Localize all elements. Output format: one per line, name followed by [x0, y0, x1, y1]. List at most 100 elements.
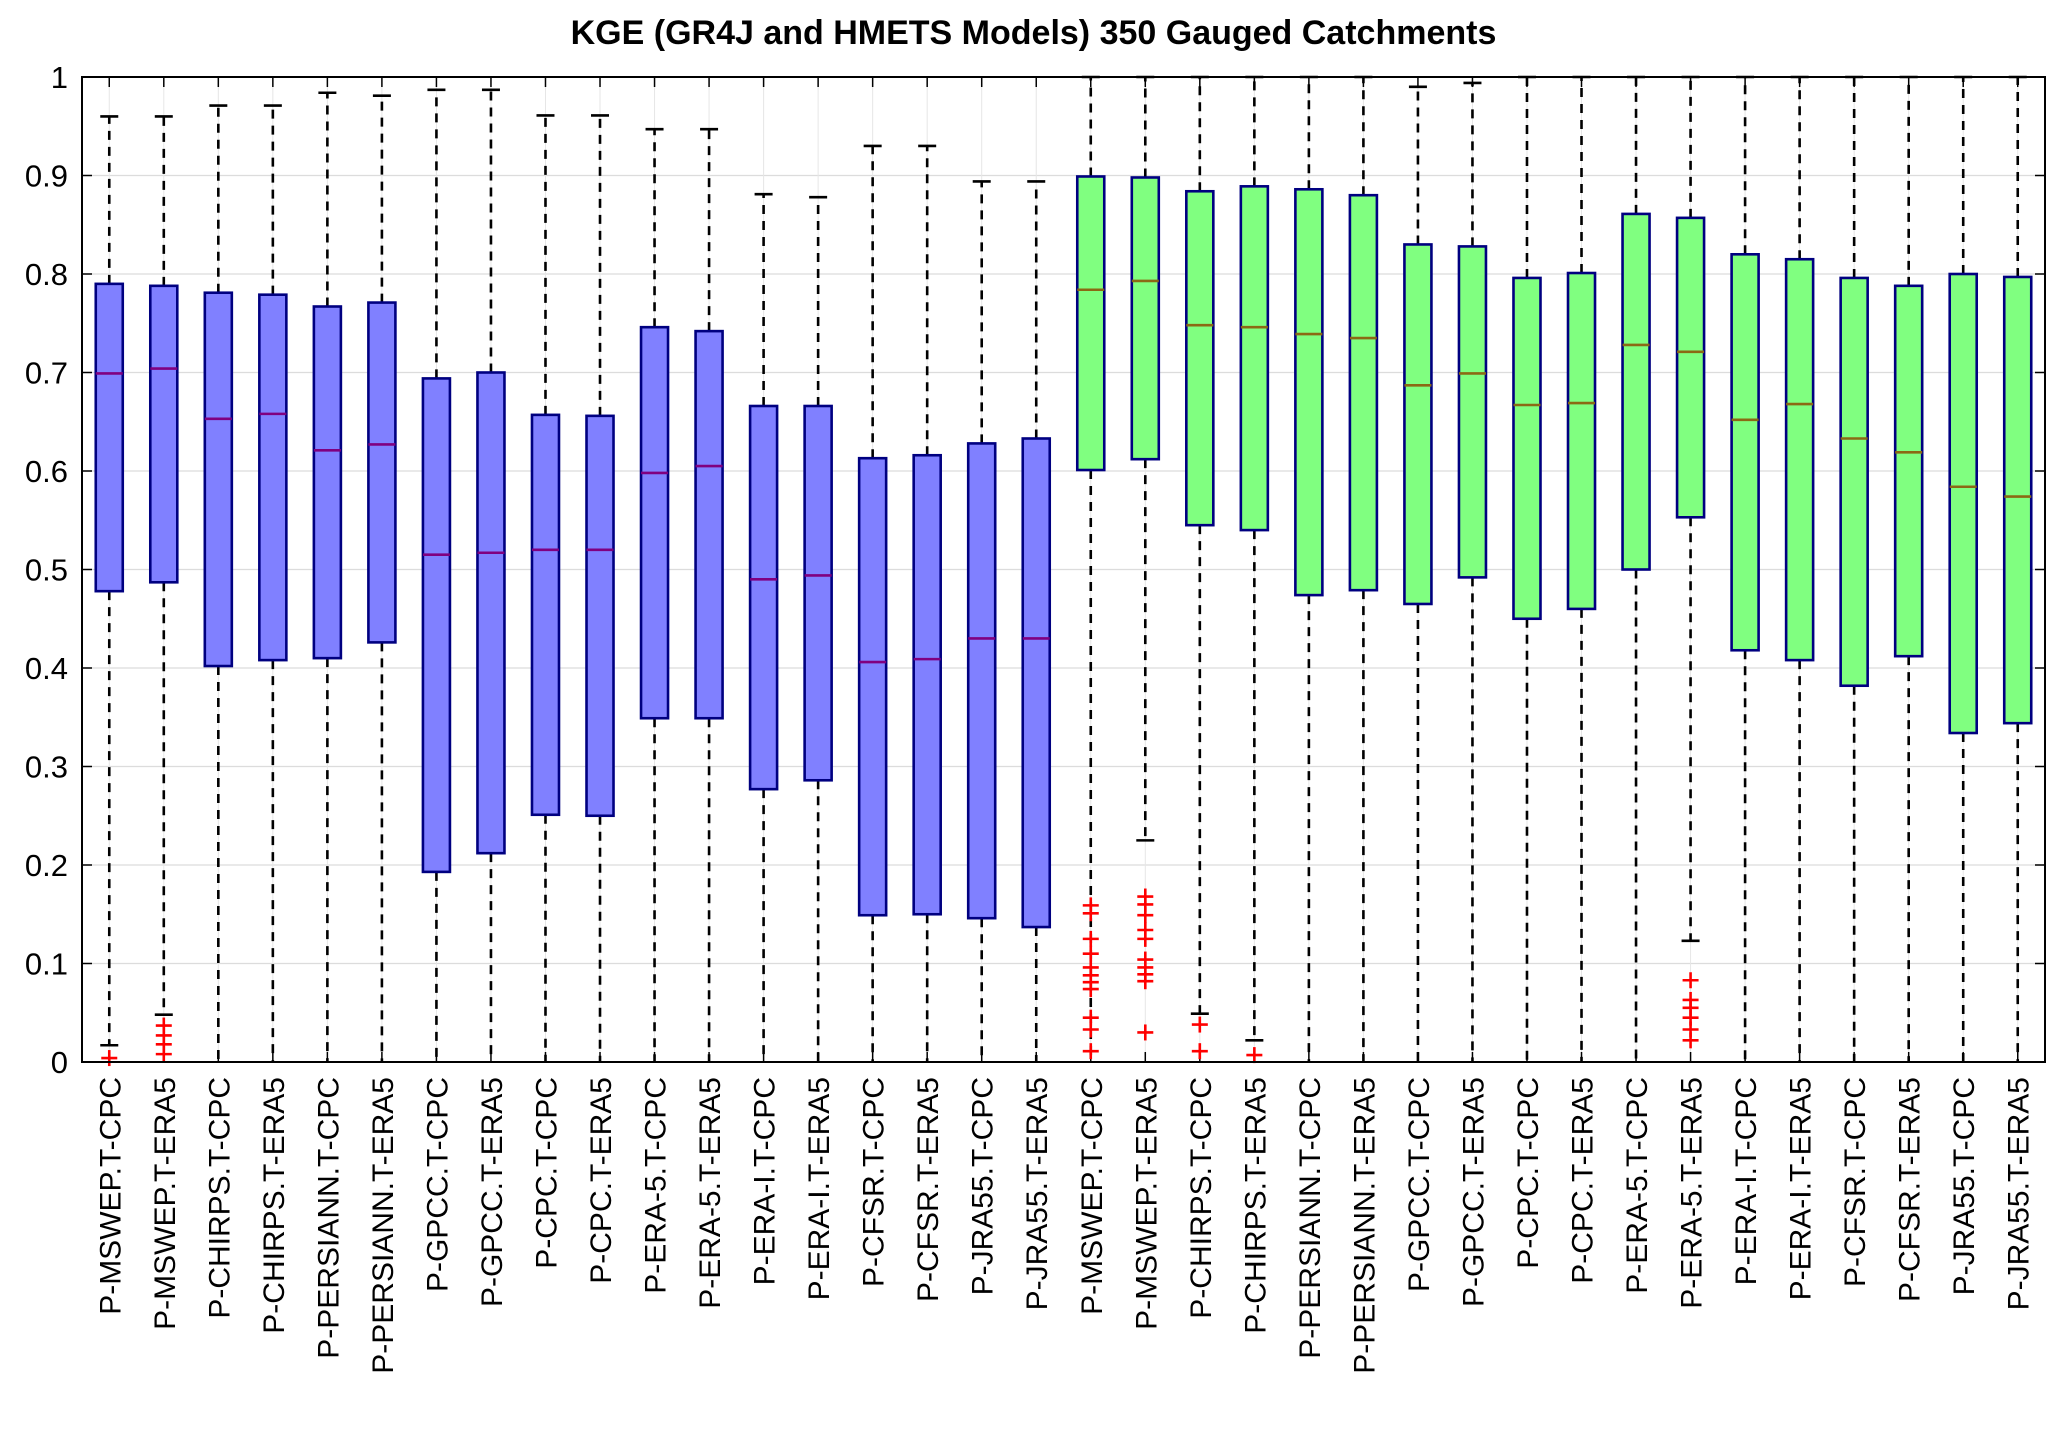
y-tick-label: 0.8 — [25, 257, 68, 292]
box-iqr — [476, 371, 506, 855]
box-34 — [1893, 75, 1924, 1062]
box-21 — [1185, 75, 1215, 1060]
x-tick-label: P-JRA55.T-ERA5 — [1021, 1077, 1054, 1310]
x-tick-label: P-PERSIANN.T-ERA5 — [367, 1077, 400, 1374]
y-tick-label: 0.7 — [25, 356, 68, 391]
x-tick-label: P-CHIRPS.T-CPC — [203, 1077, 236, 1319]
x-tick-label: P-CHIRPS.T-ERA5 — [258, 1077, 291, 1334]
box-23 — [1294, 75, 1324, 1062]
outlier-marker — [1137, 951, 1154, 968]
y-tick-label: 1 — [51, 60, 68, 95]
outlier-marker — [1137, 1024, 1154, 1041]
box-7 — [421, 88, 452, 1062]
box-iqr — [1621, 212, 1651, 571]
x-tick-label: P-CPC.T-CPC — [530, 1077, 563, 1269]
box-12 — [694, 127, 724, 1062]
y-tick-label: 0 — [51, 1045, 68, 1080]
box-iqr — [966, 442, 997, 920]
box-2 — [148, 115, 179, 1063]
box-iqr — [585, 414, 615, 818]
outlier-marker — [1191, 1016, 1208, 1033]
y-tick-label: 0.1 — [25, 947, 68, 982]
box-8 — [476, 88, 506, 1062]
box-4 — [258, 104, 288, 1062]
box-31 — [1730, 75, 1760, 1062]
box-iqr — [1294, 187, 1324, 597]
box-11 — [639, 127, 670, 1062]
outlier-marker — [1191, 1043, 1208, 1060]
box-iqr — [1185, 189, 1215, 527]
x-tick-label: P-ERA-I.T-ERA5 — [803, 1077, 836, 1300]
box-iqr — [312, 305, 343, 660]
box-36 — [2002, 75, 2033, 1062]
outlier-marker — [1082, 1043, 1099, 1060]
x-tick-label: P-JRA55.T-CPC — [1948, 1077, 1981, 1295]
y-tick-label: 0.6 — [25, 454, 68, 489]
box-27 — [1512, 75, 1542, 1062]
outlier-marker — [1082, 897, 1099, 914]
box-iqr — [1893, 284, 1924, 658]
x-tick-label: P-ERA-I.T-CPC — [749, 1077, 782, 1285]
box-iqr — [421, 377, 452, 874]
box-33 — [1839, 75, 1869, 1062]
box-iqr — [148, 284, 179, 584]
box-18 — [1021, 180, 1052, 1062]
box-29 — [1621, 75, 1651, 1062]
outlier-marker — [101, 1050, 118, 1067]
box-24 — [1348, 75, 1379, 1062]
box-iqr — [857, 456, 888, 917]
x-tick-label: P-PERSIANN.T-CPC — [312, 1077, 345, 1359]
x-tick-label: P-ERA-I.T-ERA5 — [1785, 1077, 1818, 1300]
box-iqr — [1675, 216, 1706, 519]
outlier-marker — [1082, 959, 1099, 976]
box-iqr — [1839, 276, 1869, 688]
box-iqr — [1948, 272, 1979, 735]
box-iqr — [1021, 437, 1052, 929]
x-tick-label: P-ERA-I.T-CPC — [1730, 1077, 1763, 1285]
box-13 — [748, 192, 779, 1062]
outlier-marker — [1082, 1009, 1099, 1026]
box-iqr — [1512, 276, 1542, 621]
y-tick-label: 0.2 — [25, 848, 68, 883]
y-tick-label: 0.4 — [25, 651, 68, 686]
box-5 — [312, 91, 343, 1062]
box-iqr — [694, 329, 724, 720]
x-tick-label: P-GPCC.T-CPC — [421, 1077, 454, 1292]
box-14 — [803, 195, 833, 1062]
box-19 — [1075, 75, 1106, 1062]
x-tick-label: P-CPC.T-CPC — [1512, 1077, 1545, 1269]
box-iqr — [258, 293, 288, 662]
box-15 — [857, 144, 888, 1062]
x-tick-label: P-PERSIANN.T-CPC — [1294, 1077, 1327, 1359]
x-tick-label: P-ERA-5.T-ERA5 — [1676, 1077, 1709, 1309]
box-iqr — [1130, 176, 1161, 461]
outlier-marker — [1082, 945, 1099, 962]
box-iqr — [203, 291, 234, 668]
x-tick-label: P-MSWEP.T-CPC — [94, 1077, 127, 1315]
y-tick-label: 0.5 — [25, 553, 68, 588]
outlier-marker — [1137, 922, 1154, 939]
box-30 — [1675, 75, 1706, 1049]
box-iqr — [1239, 185, 1270, 532]
x-tick-label: P-MSWEP.T-ERA5 — [149, 1077, 182, 1330]
box-iqr — [912, 453, 942, 916]
x-tick-label: P-ERA-5.T-CPC — [640, 1077, 673, 1294]
box-iqr — [367, 301, 397, 644]
outlier-marker — [1682, 991, 1699, 1008]
x-tick-label: P-MSWEP.T-CPC — [1076, 1077, 1109, 1315]
x-tick-label: P-JRA55.T-ERA5 — [2003, 1077, 2036, 1310]
x-tick-label: P-PERSIANN.T-ERA5 — [1348, 1077, 1381, 1374]
box-iqr — [1730, 253, 1760, 652]
x-tick-label: P-ERA-5.T-CPC — [1621, 1077, 1654, 1294]
box-10 — [585, 114, 615, 1062]
x-tick-label: P-CPC.T-ERA5 — [585, 1077, 618, 1284]
box-iqr — [1457, 245, 1488, 579]
box-iqr — [1566, 271, 1597, 611]
box-16 — [912, 144, 942, 1062]
box-iqr — [2002, 275, 2033, 725]
y-tick-label: 0.9 — [25, 159, 68, 194]
outlier-marker — [1246, 1047, 1263, 1064]
box-32 — [1784, 75, 1815, 1062]
x-tick-label: P-CHIRPS.T-ERA5 — [1239, 1077, 1272, 1334]
